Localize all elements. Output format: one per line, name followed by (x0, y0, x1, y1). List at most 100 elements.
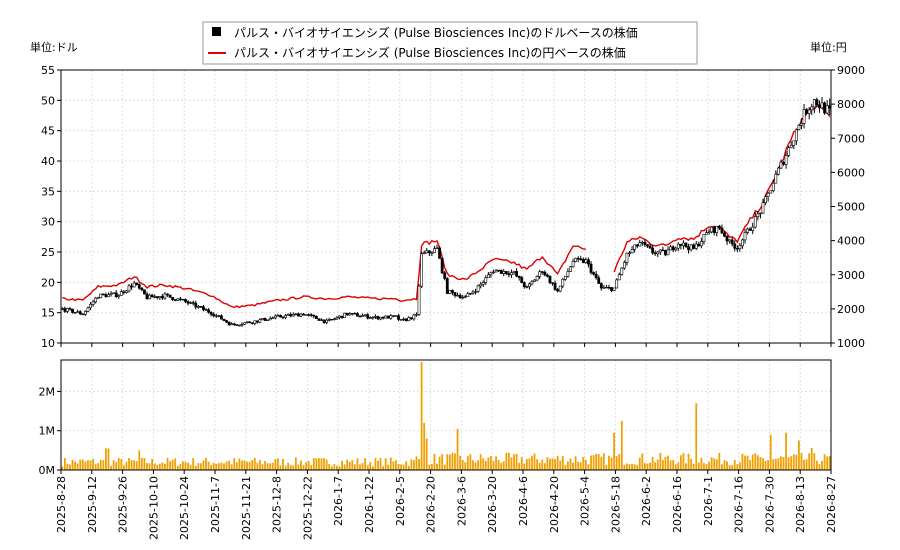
candle-body (687, 246, 690, 251)
candle-body (815, 99, 819, 106)
candle-body (361, 315, 364, 317)
candle-body (122, 291, 126, 293)
candle-body (807, 109, 811, 114)
candle-body (189, 302, 193, 304)
candle-body (451, 289, 454, 293)
volume-bar (608, 455, 610, 470)
volume-bar (215, 463, 218, 470)
volume-bar (762, 458, 764, 470)
candle-body (68, 308, 72, 310)
candle-body (625, 252, 629, 263)
x-tick-label: 2026-5-4 (579, 476, 592, 526)
candle-body (389, 315, 393, 319)
volume-bar (343, 464, 346, 470)
candle-body (628, 252, 631, 254)
candle-body (112, 292, 116, 294)
volume-bar (626, 463, 628, 470)
candle-body (774, 174, 778, 184)
volume-bar (705, 464, 708, 470)
candle-body (86, 307, 90, 312)
candle-body (789, 145, 793, 148)
candle-body (327, 319, 331, 321)
candle-body (481, 282, 485, 285)
volume-bar (448, 454, 451, 470)
volume-bar (166, 457, 169, 470)
candle-body (81, 313, 85, 316)
volume-bar (531, 455, 533, 470)
volume-bar (677, 462, 680, 470)
candle-body (828, 105, 832, 109)
volume-bar (505, 452, 508, 470)
x-tick-label: 2026-3-20 (486, 476, 499, 533)
volume-bar (379, 457, 382, 470)
legend-jpy-label: パルス・バイオサイエンシズ (Pulse Biosciences Inc)の円ベ… (234, 45, 626, 60)
candle-body (109, 293, 113, 295)
volume-bar (679, 455, 682, 470)
volume-bar (782, 456, 785, 470)
candle-body (173, 299, 177, 301)
candle-body (484, 277, 488, 283)
volume-bar (567, 461, 569, 470)
volume-bar (756, 455, 759, 470)
x-tick-label: 2025-12-8 (271, 476, 284, 533)
candle-body (556, 289, 560, 292)
y-left-tick-label: 20 (41, 276, 55, 289)
volume-bar (353, 464, 356, 470)
volume-bar (584, 459, 587, 470)
volume-bar (182, 461, 184, 470)
candle-body (317, 318, 321, 321)
candle-body (661, 249, 665, 252)
volume-bar (602, 453, 605, 470)
candle-body (71, 308, 74, 313)
candle-body (261, 318, 264, 320)
volume-bar (646, 463, 649, 470)
candle-body (787, 147, 791, 156)
volume-bar (300, 460, 302, 470)
volume-bar (164, 463, 166, 470)
volume-bar (564, 464, 567, 470)
volume-bar (713, 458, 716, 470)
candle-body (266, 319, 270, 321)
volume-bar (525, 459, 528, 470)
candle-body (368, 317, 372, 319)
volume-bar (248, 461, 251, 470)
volume-bar (318, 458, 320, 470)
candle-body (676, 243, 680, 249)
candle-body (510, 272, 513, 276)
volume-bar (697, 462, 700, 470)
candle-body (125, 290, 128, 293)
candle-body (612, 287, 616, 291)
candle-body (212, 314, 216, 317)
volume-bar (721, 464, 723, 470)
volume-bar (220, 462, 223, 470)
volume-bar (472, 460, 474, 470)
volume-bar (441, 454, 444, 470)
volume-bar (389, 457, 392, 470)
volume-bar (312, 457, 315, 470)
candle-body (412, 314, 416, 320)
candle-body (366, 314, 370, 319)
y-left-tick-label: 45 (41, 125, 55, 138)
candle-body (802, 109, 806, 124)
volume-bar (197, 463, 200, 470)
candle-body (823, 102, 826, 114)
candle-body (712, 226, 716, 233)
candle-body (225, 320, 228, 323)
candle-body (171, 297, 175, 300)
volume-bar (451, 452, 454, 470)
candle-body (168, 294, 172, 298)
volume-bar (543, 463, 546, 470)
candle-body (117, 295, 121, 297)
volume-bar (528, 458, 531, 470)
x-tick-label: 2025-11-7 (209, 476, 222, 533)
candle-body (119, 291, 123, 296)
candle-body (730, 239, 734, 245)
volume-bar (780, 456, 782, 470)
candle-body (543, 271, 547, 276)
candle-body (330, 319, 334, 321)
candle-body (792, 140, 796, 146)
volume-bar (253, 457, 256, 470)
candle-body (374, 316, 377, 318)
candle-body (592, 272, 595, 275)
x-tick-label: 2026-6-2 (640, 476, 653, 526)
